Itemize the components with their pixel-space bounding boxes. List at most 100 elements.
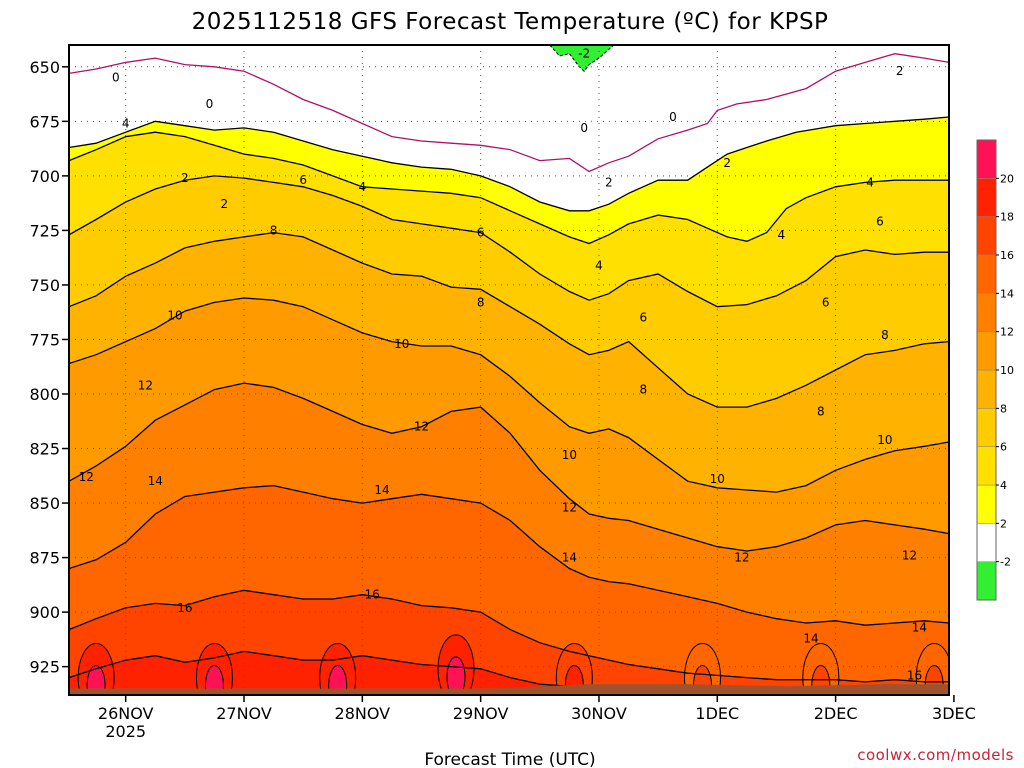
contour-label-extra-6: 4 xyxy=(778,228,786,242)
contour-label-extra-3: 2 xyxy=(605,175,613,189)
y-tick-label-825: 825 xyxy=(29,440,60,459)
contour-label-2-1: 2 xyxy=(220,197,228,211)
ground-fill xyxy=(69,684,949,695)
contour-label-extra-22: 14 xyxy=(803,631,818,645)
legend-swatch-16 xyxy=(976,216,997,256)
contour-label-extra-18: 12 xyxy=(562,500,577,514)
contour-8 xyxy=(69,231,949,408)
contour-label-0-0: 0 xyxy=(112,71,120,85)
legend-label-12: 12 xyxy=(1000,326,1014,339)
contour-label-4-0: 4 xyxy=(122,117,130,131)
contour-label-12-0: 12 xyxy=(138,378,153,392)
gridlines xyxy=(69,45,949,695)
y-tick-label-800: 800 xyxy=(29,385,60,404)
legend-label-20: 20 xyxy=(1000,172,1014,185)
contour-label-extra-8: 6 xyxy=(640,311,648,325)
contour-label-extra-10: 6 xyxy=(876,215,884,229)
contour-label-extra-12: 8 xyxy=(817,404,825,418)
contour-label-0-1: 0 xyxy=(206,97,214,111)
warm-core-2 xyxy=(328,665,348,695)
band-above-18 xyxy=(69,651,949,695)
band-cold-pocket xyxy=(549,45,615,72)
contour-0 xyxy=(69,53,949,173)
legend-swatch--4 xyxy=(976,561,997,601)
y-tick-label-750: 750 xyxy=(29,276,60,295)
contour-label-extra-2: 2 xyxy=(896,64,904,78)
legend-swatch-4 xyxy=(976,446,997,486)
contour-label-extra-20: 12 xyxy=(902,548,917,562)
temperature-bands xyxy=(69,45,949,695)
contour-label-14-1: 14 xyxy=(374,483,389,497)
legend-label-16: 16 xyxy=(1000,249,1014,262)
y-tick-label-725: 725 xyxy=(29,221,60,240)
contour-2 xyxy=(69,116,949,212)
warm-core-1 xyxy=(204,665,224,695)
legend-label-4: 4 xyxy=(1000,479,1007,492)
legend-label--2: -2 xyxy=(1000,556,1011,569)
y-tick-label-775: 775 xyxy=(29,330,60,349)
x-tick-label-3DEC: 3DEC xyxy=(932,704,976,723)
y-tick-label-900: 900 xyxy=(29,603,60,622)
contour-label-extra-7: 4 xyxy=(866,175,874,189)
plot-frame xyxy=(68,44,950,696)
contour-label-16-1: 16 xyxy=(365,588,380,602)
legend-swatch-18 xyxy=(976,178,997,217)
legend-label-10: 10 xyxy=(1000,364,1014,377)
y-axis: 650 675 700 725 750 775 800 825 850 875 900 925 xyxy=(29,58,69,677)
contour-label-16-0: 16 xyxy=(177,601,192,615)
legend-swatch-20 xyxy=(976,139,997,179)
contour-label-extra-15: 10 xyxy=(710,472,725,486)
legend-label-6: 6 xyxy=(1000,441,1007,454)
terrain xyxy=(69,684,949,695)
color-legend: -2 2 4 6 8 10 12 14 16 18 20 xyxy=(976,139,1014,601)
x-tick-label-26NOV: 26NOV xyxy=(98,704,154,723)
contour-label-cold: -2 xyxy=(578,47,590,61)
contour-label-extra-19: 12 xyxy=(734,551,749,565)
contour-14 xyxy=(69,484,949,626)
contour-label-8-1: 8 xyxy=(477,295,485,309)
contour-label-6-1: 6 xyxy=(477,226,485,240)
legend-label-2: 2 xyxy=(1000,517,1007,530)
legend-swatch-14 xyxy=(976,254,997,294)
legend-label-18: 18 xyxy=(1000,211,1014,224)
contour-labels: 0 0 2 2 4 4 6 6 8 8 10 10 12 12 14 14 16 16 -2 0 0 2 2 2 4 4 4 6 6 6 8… xyxy=(79,47,927,683)
contour-label-extra-13: 8 xyxy=(881,328,889,342)
x-tick-label-30NOV: 30NOV xyxy=(571,704,627,723)
legend-label-8: 8 xyxy=(1000,402,1007,415)
legend-swatch-2 xyxy=(976,484,997,524)
contour-label-8-0: 8 xyxy=(270,223,278,237)
contour-label-extra-9: 6 xyxy=(822,295,830,309)
contour-label-extra-23: 14 xyxy=(912,620,927,634)
contour-label-extra-17: 12 xyxy=(79,470,94,484)
legend-swatch-12 xyxy=(976,293,997,332)
chart-title: 2025112518 GFS Forecast Temperature (ºC)… xyxy=(192,9,829,35)
y-tick-label-675: 675 xyxy=(29,112,60,131)
contour-label-extra-4: 2 xyxy=(723,156,731,170)
contour-label-extra-21: 14 xyxy=(562,551,577,565)
contour-label-10-0: 10 xyxy=(167,308,182,322)
warm-core-0 xyxy=(86,665,106,695)
contour-label-6-0: 6 xyxy=(299,173,307,187)
contour-label-extra-14: 10 xyxy=(562,448,577,462)
contour-label-extra-11: 8 xyxy=(640,383,648,397)
x-tick-label-27NOV: 27NOV xyxy=(216,704,272,723)
x-tick-sublabel: 2025 xyxy=(105,722,146,741)
contour-label-extra-1: 0 xyxy=(669,110,677,124)
x-tick-label-29NOV: 29NOV xyxy=(453,704,509,723)
contour-4 xyxy=(69,131,949,245)
contour-label-2-0: 2 xyxy=(181,171,189,185)
legend-swatch-8 xyxy=(976,369,997,409)
contour-label-extra-16: 10 xyxy=(877,433,892,447)
contour-label-extra-24: 16 xyxy=(907,668,922,682)
credit-link[interactable]: coolwx.com/models xyxy=(857,746,1014,764)
plot-area xyxy=(69,45,949,695)
x-tick-label-28NOV: 28NOV xyxy=(335,704,391,723)
legend-label-14: 14 xyxy=(1000,287,1014,300)
contour-label-extra-0: 0 xyxy=(580,121,588,135)
y-tick-label-875: 875 xyxy=(29,549,60,568)
contour-lines xyxy=(69,53,949,690)
y-tick-label-700: 700 xyxy=(29,167,60,186)
contour-label-4-1: 4 xyxy=(359,180,367,194)
contour-10 xyxy=(69,297,949,493)
